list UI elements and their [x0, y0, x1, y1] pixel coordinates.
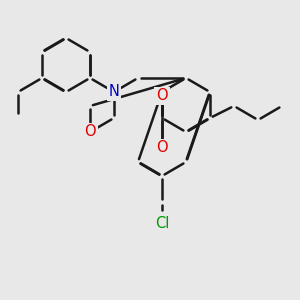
Text: O: O	[84, 124, 96, 140]
Text: Cl: Cl	[155, 217, 169, 232]
Text: N: N	[109, 85, 119, 100]
Text: O: O	[156, 140, 168, 155]
Text: O: O	[156, 88, 168, 104]
